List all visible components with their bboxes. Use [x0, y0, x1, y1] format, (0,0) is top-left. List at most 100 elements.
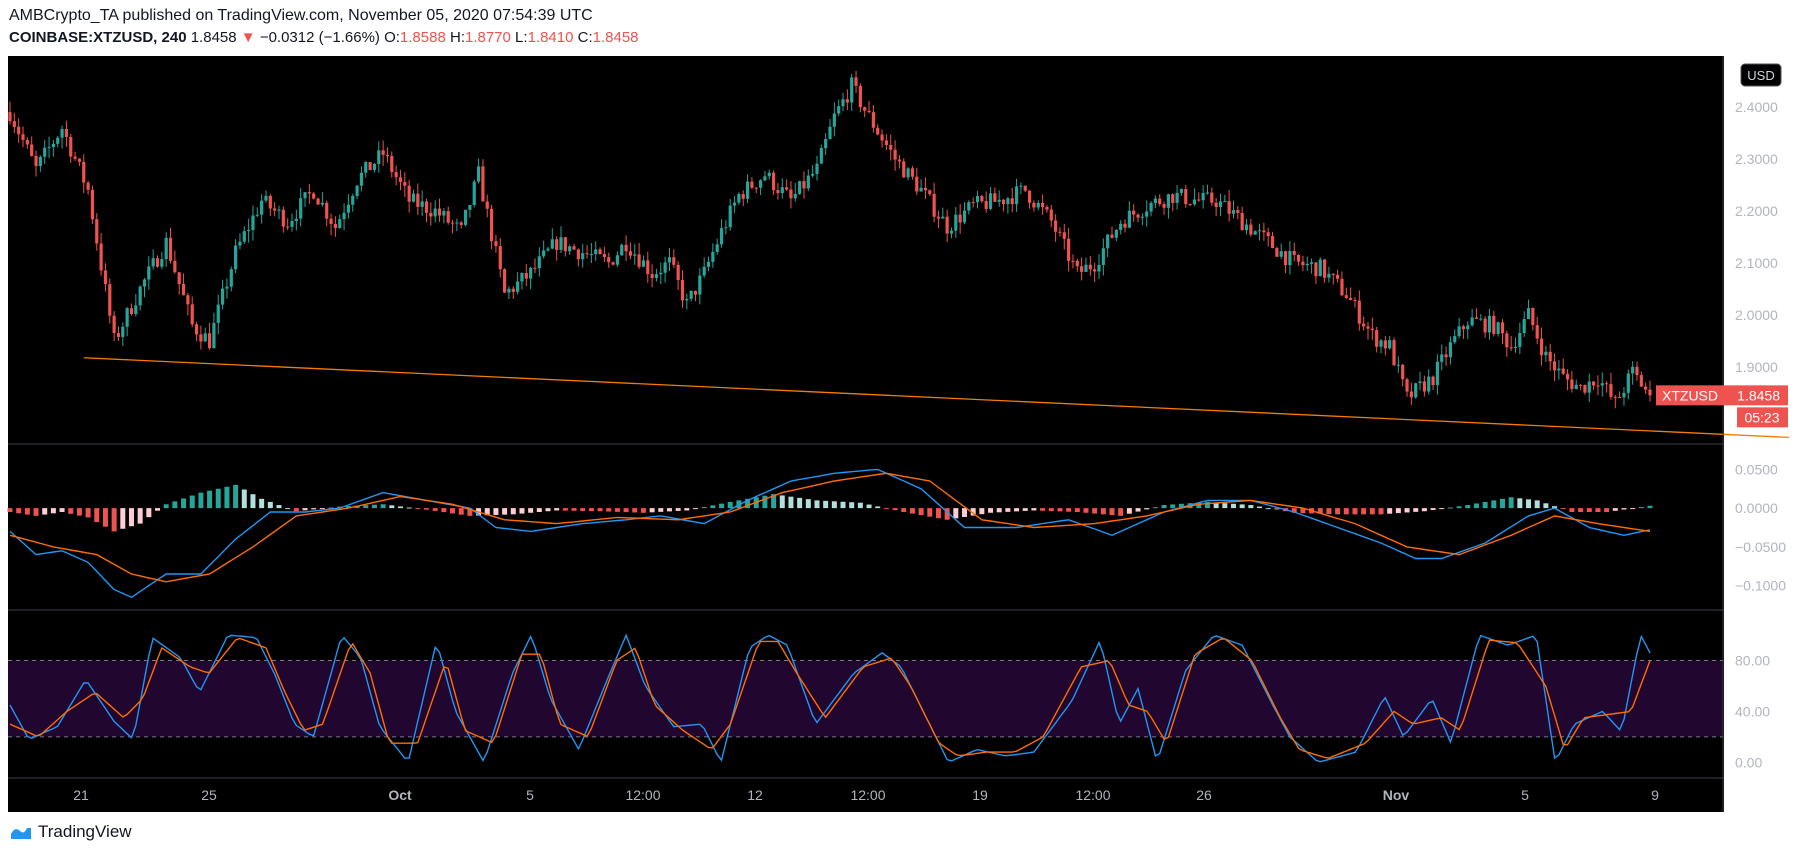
candle-body — [516, 281, 520, 292]
candle-body — [641, 260, 646, 267]
candle-body — [602, 254, 606, 258]
candle-body — [546, 248, 550, 251]
candle-body — [17, 126, 21, 135]
candle-body — [728, 205, 732, 228]
stoch-rsi-panel[interactable] — [8, 633, 1723, 763]
candle-body — [1509, 347, 1513, 349]
chart-canvas[interactable]: 1.9000 2.0000 2.1000 2.2000 2.3000 2.4000 USD X… — [0, 0, 1805, 812]
macd-histogram-bar — [805, 499, 811, 509]
macd-histogram-bar — [1421, 508, 1427, 512]
overbought-oversold-band — [8, 660, 1723, 737]
macd-histogram-bar — [814, 500, 820, 509]
macd-histogram-bar — [1456, 506, 1462, 509]
macd-panel[interactable] — [7, 468, 1653, 599]
ohlc-legend: COINBASE:XTZUSD, 240 1.8458 ▼ −0.0312 (−… — [9, 29, 639, 46]
candle-body — [329, 218, 333, 224]
candle-body — [975, 196, 980, 203]
macd-histogram-bar — [554, 508, 560, 511]
publisher-name[interactable]: AMBCrypto_TA — [9, 7, 119, 24]
candle-body — [1201, 192, 1205, 201]
time-tick-label: Oct — [388, 787, 412, 803]
candle-body — [1340, 278, 1344, 296]
candle-body — [1388, 340, 1392, 349]
macd-histogram-bar — [189, 495, 195, 509]
candle-body — [988, 193, 993, 209]
candle-body — [980, 196, 984, 202]
macd-histogram-bar — [1473, 503, 1479, 509]
candle-body — [637, 254, 641, 267]
candle-body — [1544, 351, 1548, 356]
candle-body — [1362, 323, 1366, 327]
candle-body — [1392, 340, 1396, 366]
candle-body — [1275, 247, 1279, 257]
candle-body — [303, 192, 307, 199]
candle-body — [1561, 368, 1565, 374]
candle-body — [1283, 251, 1288, 266]
axes: 1.9000 2.0000 2.1000 2.2000 2.3000 2.4000 USD X… — [8, 56, 1788, 812]
candle-body — [620, 244, 624, 256]
candle-body — [1353, 300, 1357, 302]
candle-body — [1622, 392, 1626, 398]
time-tick-label: 5 — [1521, 787, 1529, 803]
candle-body — [706, 261, 711, 267]
candle-body — [659, 272, 663, 275]
macd-histogram-bar — [389, 505, 395, 509]
candle-body — [680, 279, 685, 301]
candle-body — [1049, 209, 1053, 221]
candle-body — [437, 208, 442, 216]
candle-body — [403, 181, 407, 186]
candle-body — [25, 139, 29, 145]
price-panel[interactable] — [8, 70, 1789, 439]
candle-body — [559, 237, 563, 250]
macd-histogram-bar — [155, 508, 161, 511]
macd-histogram-bar — [250, 494, 256, 509]
macd-histogram-bar — [745, 498, 751, 509]
candle-body — [316, 198, 320, 205]
candle-body — [390, 156, 394, 173]
candle-body — [1032, 202, 1036, 208]
candle-body — [902, 161, 906, 178]
candle-body — [850, 77, 854, 103]
candle-body — [949, 230, 954, 234]
time-tick-label: 12 — [747, 787, 763, 803]
candle-body — [724, 227, 728, 229]
macd-histogram-bar — [1482, 501, 1488, 509]
candle-body — [1448, 342, 1453, 358]
candle-body — [1240, 213, 1244, 231]
candle-body — [1440, 354, 1444, 362]
candle-body — [1366, 326, 1370, 329]
macd-histogram-bar — [7, 508, 13, 512]
macd-histogram-bar — [1543, 503, 1549, 509]
candle-body — [1119, 223, 1123, 230]
candle-body — [420, 201, 424, 207]
macd-histogram-bar — [1109, 508, 1115, 516]
candle-body — [411, 193, 416, 202]
candle-body — [646, 260, 650, 275]
candle-body — [173, 260, 177, 273]
candle-body — [750, 181, 754, 188]
candle-body — [247, 230, 251, 232]
macd-histogram-bar — [1595, 508, 1601, 512]
macd-histogram-bar — [580, 508, 586, 511]
macd-histogram-bar — [988, 508, 994, 513]
macd-histogram-bar — [1604, 508, 1610, 512]
down-arrow-icon: ▼ — [240, 29, 256, 46]
candle-body — [220, 288, 225, 305]
macd-histogram-bar — [493, 508, 499, 515]
candle-body — [1205, 192, 1210, 194]
tradingview-logo[interactable]: TradingView — [10, 822, 132, 842]
macd-histogram-bar — [68, 508, 74, 514]
candle-body — [555, 239, 559, 250]
time-tick-label: 19 — [972, 787, 988, 803]
macd-tick-label: −0.0500 — [1735, 539, 1786, 555]
macd-histogram-bar — [1369, 508, 1375, 515]
macd-histogram-bar — [371, 504, 377, 509]
candle-body — [1266, 232, 1270, 237]
macd-histogram-bar — [545, 508, 551, 512]
candle-body — [372, 163, 377, 171]
candle-body — [962, 210, 967, 223]
candle-body — [1323, 259, 1327, 278]
macd-histogram-bar — [944, 508, 950, 520]
candle-body — [56, 137, 60, 144]
candle-body — [1054, 220, 1058, 232]
